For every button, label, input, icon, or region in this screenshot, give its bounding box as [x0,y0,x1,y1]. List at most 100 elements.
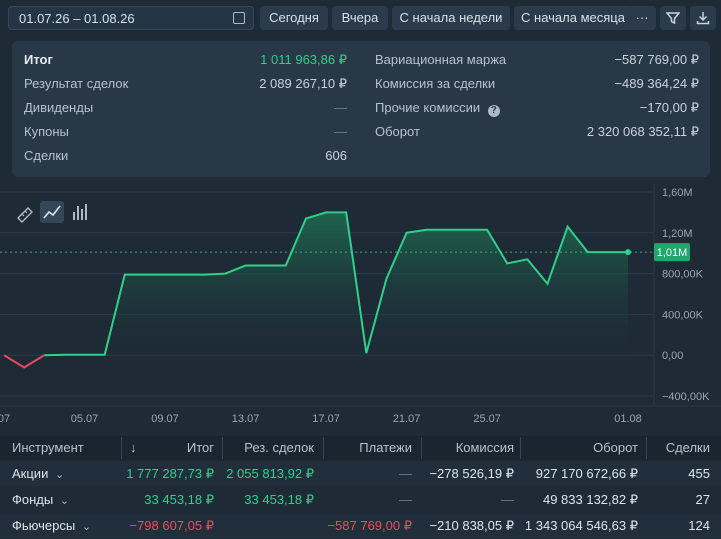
more-button[interactable]: ··· [628,6,656,30]
x-tick-label: 05.07 [71,413,99,425]
pnl-area [44,212,629,356]
yesterday-button[interactable]: Вчера [332,6,388,30]
row-total: 1 777 287,73 ₽ [126,466,214,481]
row-payments: — [399,466,412,481]
table-row[interactable]: Фонды ⌄ 33 453,18 ₽ 33 453,18 ₽ — — 49 8… [0,488,721,512]
summary-value-total: 1 011 963,86 ₽ [260,52,347,67]
chart-svg[interactable]: 1,60M 1,20M 800,00K 400,00K 0,00 −400,00K 07 0… [0,184,721,430]
x-tick-label: 17.07 [312,413,340,425]
y-tick-label: 0,00 [662,350,683,362]
row-commission: −278 526,19 ₽ [429,466,514,481]
current-value-label: 1,01M [657,247,688,259]
row-total: −798 607,05 ₽ [129,518,214,533]
chevron-down-icon[interactable]: ⌄ [54,469,65,481]
x-tick-label: 07 [0,413,10,425]
download-icon [696,12,710,25]
row-instrument-name: Фьючерсы [12,518,76,533]
summary-value-other-commissions: −170,00 ₽ [639,100,699,115]
pnl-line-negative [3,354,45,369]
row-total: 33 453,18 ₽ [144,492,214,507]
summary-label-coupons: Купоны [24,124,69,139]
col-header-instrument[interactable]: Инструмент [12,440,84,455]
current-value-badge [654,243,690,262]
toolbar: 01.07.26 – 01.08.26 Сегодня Вчера С нача… [8,6,716,32]
summary-value-deal-commission: −489 364,24 ₽ [614,76,699,91]
x-tick-label: 01.08 [614,413,642,425]
ruler-icon[interactable] [17,207,33,223]
summary-panel: Итог 1 011 963,86 ₽ Результат сделок 2 0… [12,41,710,177]
row-instrument-name: Фонды [12,492,54,507]
row-commission: −210 838,05 ₽ [429,518,514,533]
col-header-payments[interactable]: Платежи [359,440,412,455]
bar-chart-icon[interactable] [73,204,87,220]
current-value-dot [625,249,631,256]
x-tick-label: 25.07 [473,413,501,425]
row-payments: −587 769,00 ₽ [327,518,412,533]
help-icon[interactable]: ? [487,105,500,117]
row-payments: — [399,492,412,507]
col-divider [121,437,122,459]
summary-label-turnover: Оборот [375,124,420,139]
row-deals: 124 [688,518,710,533]
row-deals: 455 [688,466,710,481]
row-commission: — [501,492,514,507]
row-instrument: Фьючерсы ⌄ [12,514,91,538]
calendar-icon[interactable] [233,12,245,24]
col-header-turnover[interactable]: Оборот [593,440,638,455]
summary-value-deals: 606 [325,148,347,163]
col-header-commission[interactable]: Комиссия [455,440,514,455]
y-tick-label: 400,00K [662,309,704,321]
summary-value-coupons: — [334,124,347,139]
y-tick-label: −400,00K [662,391,710,403]
summary-label-variation-margin: Вариационная маржа [375,52,507,67]
row-instrument-name: Акции [12,466,49,481]
row-turnover: 927 170 672,66 ₽ [535,466,638,481]
summary-label-deal-commission: Комиссия за сделки [375,76,496,91]
row-result: 33 453,18 ₽ [244,492,314,507]
week-start-button[interactable]: С начала недели [392,6,510,30]
col-divider [222,437,223,459]
sort-desc-icon[interactable]: ↓ [130,440,137,455]
filter-button[interactable] [660,6,686,30]
chevron-down-icon[interactable]: ⌄ [81,521,92,533]
summary-label-total: Итог [24,52,53,67]
month-start-button[interactable]: С начала месяца [514,6,632,30]
download-button[interactable] [690,6,716,30]
summary-value-turnover: 2 320 068 352,11 ₽ [586,124,699,139]
today-button[interactable]: Сегодня [260,6,328,30]
row-instrument: Акции ⌄ [12,462,64,486]
col-divider [646,437,647,459]
summary-value-variation-margin: −587 769,00 ₽ [614,52,699,67]
row-turnover: 1 343 064 546,63 ₽ [524,518,638,533]
summary-label-other-commissions: Прочие комиссии ? [375,98,500,118]
table-row[interactable]: Фьючерсы ⌄ −798 607,05 ₽ −587 769,00 ₽ −… [0,514,721,538]
row-result: 2 055 813,92 ₽ [226,466,314,481]
x-tick-label: 09.07 [151,413,179,425]
line-chart-toggle[interactable] [40,201,64,223]
col-header-total[interactable]: Итог [186,440,214,455]
chevron-down-icon[interactable]: ⌄ [59,495,70,507]
pnl-line-positive [44,211,628,357]
table-row[interactable]: Акции ⌄ 1 777 287,73 ₽ 2 055 813,92 ₽ — … [0,462,721,486]
y-tick-label: 800,00K [662,269,704,281]
row-turnover: 49 833 132,82 ₽ [542,492,638,507]
line-chart-icon [43,205,61,219]
y-tick-label: 1,60M [662,187,693,199]
x-tick-label: 21.07 [393,413,421,425]
date-range-text: 01.07.26 – 01.08.26 [19,11,135,26]
date-range-picker[interactable]: 01.07.26 – 01.08.26 [8,6,254,30]
summary-value-trades-result: 2 089 267,10 ₽ [259,76,347,91]
row-deals: 27 [695,492,710,507]
col-header-result[interactable]: Рез. сделок [244,440,314,455]
summary-value-dividends: — [334,100,347,115]
summary-label-trades-result: Результат сделок [24,76,129,91]
y-tick-label: 1,20M [662,228,693,240]
filter-icon [665,12,681,25]
summary-label-other-commissions-text: Прочие комиссии [375,100,481,115]
summary-label-dividends: Дивиденды [24,100,94,115]
pnl-chart: 1,60M 1,20M 800,00K 400,00K 0,00 −400,00K 07 0… [0,184,721,430]
col-divider [323,437,324,459]
row-instrument: Фонды ⌄ [12,488,69,512]
table-header [0,436,721,460]
col-header-deals[interactable]: Сделки [665,440,710,455]
